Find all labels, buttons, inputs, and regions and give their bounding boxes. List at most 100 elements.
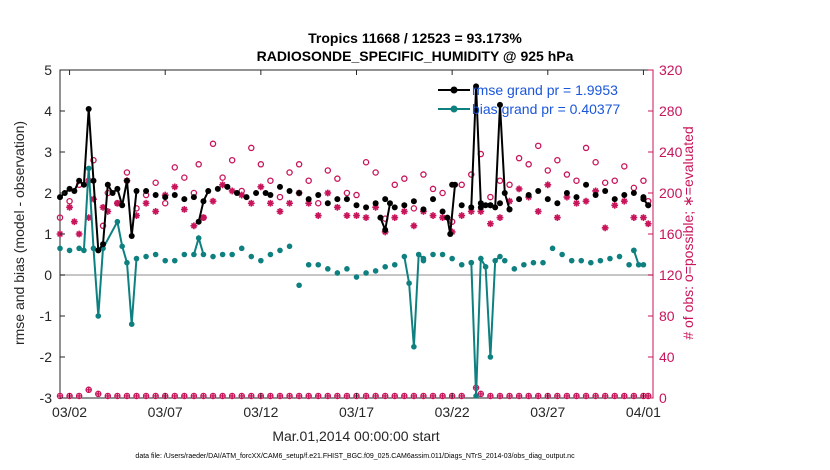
rmse-point (119, 202, 126, 209)
obs-possible-marker (152, 179, 159, 186)
y-axis-left-label: rmse and bias (model - observation) (11, 121, 27, 345)
obs-bottom-evaluated-marker (487, 392, 494, 399)
obs-bottom-evaluated-marker (219, 392, 226, 399)
rmse-point (104, 181, 111, 188)
obs-possible-marker (219, 174, 226, 181)
ticks-group: -3 -2 -1 0 1 2 3 4 5 0 40 80 120 160 200 240 280 320 03/02… (40, 62, 683, 420)
obs-evaluated-marker (477, 208, 485, 215)
rmse-point (85, 105, 92, 112)
obs-possible-marker (195, 161, 202, 168)
legend-bias-label: bias grand pr = 0.40377 (472, 101, 620, 117)
bias-point (559, 251, 565, 258)
obs-evaluated-marker (305, 199, 313, 207)
obs-evaluated-marker (104, 208, 112, 215)
obs-bottom-evaluated-marker (171, 392, 178, 399)
obs-possible-marker (601, 179, 609, 186)
rmse-point (224, 183, 231, 190)
obs-evaluated-marker (75, 230, 83, 238)
bias-point (128, 321, 135, 328)
obs-possible-marker (248, 144, 255, 152)
y-left-tick-label: -2 (40, 349, 53, 365)
rmse-point (487, 202, 494, 209)
obs-evaluated-marker (496, 214, 504, 221)
obs-possible-marker (640, 177, 647, 184)
obs-bottom-evaluated-marker (630, 392, 637, 399)
obs-evaluated-marker (640, 214, 647, 221)
obs-possible-marker (496, 177, 504, 184)
rmse-point (516, 196, 523, 203)
obs-evaluated-marker (630, 214, 638, 221)
obs-bottom-evaluated-marker (343, 392, 350, 399)
bias-point (549, 245, 556, 252)
rmse-point (602, 187, 609, 194)
obs-possible-marker (391, 181, 399, 189)
obs-evaluated-marker (257, 183, 265, 191)
bias-point (568, 257, 575, 264)
y-left-tick-label: 3 (44, 144, 52, 160)
bias-point (238, 245, 245, 252)
obs-evaluated-marker (553, 214, 561, 221)
obs-bottom-evaluated-marker (401, 392, 408, 399)
rmse-point (372, 200, 379, 207)
obs-evaluated-marker (209, 197, 217, 205)
obs-bottom-evaluated-marker (535, 392, 542, 399)
obs-possible-marker (534, 142, 542, 150)
obs-possible-marker (410, 205, 418, 212)
bias-point (171, 257, 178, 264)
bias-point (344, 266, 350, 272)
rmse-point (621, 192, 628, 199)
obs-evaluated-marker (247, 199, 255, 207)
obs-bottom-evaluated-marker (104, 392, 111, 399)
bias-point (391, 261, 398, 268)
obs-possible-marker (429, 185, 437, 193)
obs-bottom-evaluated-marker (85, 386, 92, 393)
rmse-point (57, 194, 63, 201)
x-axis-label: Mar.01,2014 00:00:00 start (272, 428, 439, 444)
rmse-point (195, 218, 202, 225)
bias-point (420, 257, 427, 264)
bias-point (119, 243, 125, 250)
rmse-point (66, 185, 73, 192)
rmse-point (305, 196, 312, 203)
obs-possible-marker (468, 171, 475, 178)
bias-point (162, 257, 169, 264)
bias-point (219, 251, 226, 258)
rmse-point (243, 194, 250, 201)
obs-evaluated-marker (324, 189, 332, 197)
obs-bottom-evaluated-marker (143, 392, 150, 399)
bias-point (511, 266, 518, 272)
obs-evaluated-marker (592, 187, 600, 195)
rmse-point (630, 190, 637, 196)
obs-evaluated-marker (506, 197, 513, 205)
bias-point (640, 261, 647, 268)
rmse-point (200, 198, 207, 205)
bias-point (81, 247, 87, 254)
obs-bottom-evaluated-marker (76, 392, 83, 399)
obs-evaluated-marker (362, 214, 370, 221)
obs-evaluated-marker (487, 220, 494, 228)
bias-point (363, 270, 369, 276)
chart-title-line1: Tropics 11668 / 12523 = 93.173% (308, 30, 522, 46)
rmse-point (76, 177, 83, 184)
obs-bottom-evaluated-marker (181, 392, 188, 399)
obs-evaluated-marker (372, 203, 380, 211)
obs-possible-marker (401, 175, 408, 182)
y-right-tick-label: 120 (659, 267, 683, 283)
obs-bottom-evaluated-marker (506, 392, 513, 399)
x-tick-label: 03/07 (148, 404, 183, 420)
rmse-point (296, 190, 303, 196)
rmse-point (444, 214, 451, 221)
rmse-point (391, 204, 398, 211)
obs-bottom-evaluated-marker (525, 392, 532, 399)
obs-evaluated-marker (90, 195, 97, 203)
obs-evaluated-marker (601, 224, 609, 232)
rmse-point (80, 181, 87, 188)
obs-possible-marker (90, 156, 97, 164)
y-left-tick-label: -3 (40, 390, 53, 406)
obs-bottom-evaluated-marker (372, 392, 379, 399)
legend-rmse-marker (450, 86, 458, 94)
x-tick-label: 03/27 (530, 404, 565, 420)
obs-possible-marker (295, 161, 303, 168)
bias-point (382, 264, 388, 270)
